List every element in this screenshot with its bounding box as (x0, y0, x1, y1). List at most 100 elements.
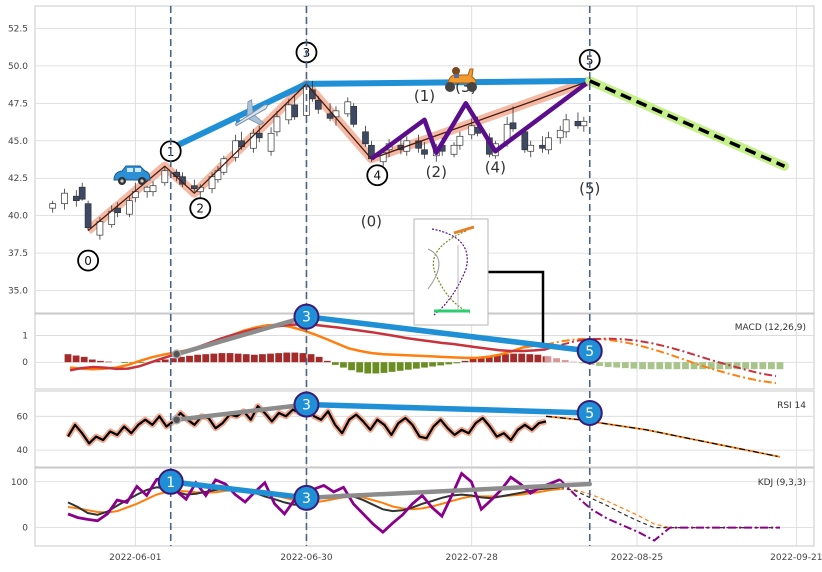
macd-projected-bar (578, 362, 586, 364)
macd-histogram-bar (388, 362, 396, 372)
kdj-divergence-marker (157, 468, 184, 495)
macd-histogram-bar (202, 354, 210, 363)
kdj-trend-line (304, 481, 592, 501)
candle-body (273, 116, 281, 133)
macd-label: MACD (12,26,9) (735, 323, 806, 333)
macd-projected-bar (613, 362, 621, 368)
macd-projected-bar (639, 362, 646, 370)
price-tick-label: 40.0 (8, 212, 28, 222)
macd-histogram-bar (315, 356, 323, 363)
candle-body (78, 186, 86, 200)
axis-ticks: 35.037.540.042.545.047.550.052.501406001… (8, 24, 822, 563)
macd-histogram-bar (218, 353, 226, 363)
macd-projected-bar (690, 362, 698, 370)
candle-body (72, 195, 80, 202)
kdj-divergence-line (167, 479, 310, 501)
macd-histogram-bar (380, 362, 388, 373)
macd-histogram-bar (105, 361, 112, 363)
macd-histogram-bar (242, 354, 250, 363)
candle-body (580, 120, 588, 127)
dashed-vertical-lines (169, 6, 591, 546)
candle-body (267, 132, 275, 152)
price-tick-label: 50.0 (8, 62, 28, 72)
rsi-trend-start-dot (171, 414, 182, 425)
macd-projected-bar (647, 362, 655, 370)
macd-projected-bar (604, 362, 612, 368)
candle-body (255, 132, 263, 139)
projection-line (589, 79, 786, 168)
macd-histogram-bar (307, 354, 315, 363)
macd-histogram-bar (169, 358, 177, 363)
wave-label-circle (189, 197, 212, 220)
macd-histogram-bar (80, 356, 88, 363)
rsi-trend-line (174, 402, 309, 422)
macd-histogram-bar (404, 362, 412, 370)
rsi-panel (34, 390, 815, 468)
macd-histogram-bar (299, 353, 307, 363)
macd-histogram-bar (502, 354, 509, 363)
sub-wave-line (370, 79, 592, 161)
date-tick-label: 2022-06-30 (280, 553, 333, 563)
macd-histogram-bar (88, 359, 96, 363)
macd-signal-line (69, 323, 547, 371)
macd-histogram-bar (534, 354, 542, 363)
candle-body (545, 137, 552, 151)
macd-histogram-bar (121, 362, 129, 364)
wave-label: 4 (373, 169, 381, 183)
macd-histogram-bar (421, 362, 428, 368)
rsi-tick-label: 40 (17, 446, 29, 456)
macd-histogram-bar (356, 362, 364, 373)
macd-projected-bar (742, 362, 750, 370)
candle-body (143, 186, 151, 193)
candle-body (509, 122, 517, 130)
macd-histogram-bar (331, 362, 339, 365)
macd-projected-bar (630, 362, 638, 369)
price-tick-label: 52.5 (8, 24, 28, 34)
wave-inset-icon (413, 218, 489, 326)
rsi-divergence-line (303, 401, 593, 416)
macd-histogram-bar (186, 355, 193, 363)
candle-body (161, 170, 169, 184)
macd-projected-bar (716, 362, 724, 370)
candle-body (556, 129, 564, 139)
macd-histogram-bar (469, 359, 477, 363)
price-tick-label: 37.5 (8, 249, 28, 259)
macd-histogram-bar (153, 360, 161, 363)
rsi-divergence-marker (576, 399, 603, 426)
candle-body (96, 221, 104, 236)
macd-histogram-bar (250, 354, 258, 363)
macd-histogram-bar (194, 354, 202, 363)
candle-body (562, 119, 570, 133)
macd-histogram-bar (178, 356, 185, 363)
macd-divergence-label: 5 (585, 344, 594, 360)
candle-body (344, 101, 352, 115)
macd-projected-bar (656, 362, 664, 370)
macd-projected-bar (768, 362, 775, 370)
macd-projected-bar (596, 362, 603, 366)
macd-histogram-bar (340, 362, 347, 368)
date-tick-label: 2022-08-25 (611, 553, 663, 563)
macd-tick-label: 1 (22, 331, 28, 341)
kdj-k-projection (559, 486, 780, 529)
wave-label-circle (578, 49, 601, 71)
candle-body (232, 140, 240, 158)
macd-histogram-bar (412, 362, 420, 369)
candle-body (421, 149, 428, 155)
candle-body (149, 185, 157, 193)
macd-projected-bar (750, 362, 758, 370)
sub-wave-label: (0) (361, 213, 382, 231)
macd-trend-start-dot (171, 349, 182, 359)
macd-histogram-bar (494, 354, 501, 363)
price-tick-label: 42.5 (8, 174, 28, 184)
macd-histogram-bar (396, 362, 404, 371)
macd-histogram-bar (72, 355, 80, 363)
macd-histogram-bar (477, 357, 485, 363)
inset-connector-line (488, 270, 545, 344)
candle-body (527, 144, 535, 152)
macd-divergence-line (303, 313, 593, 354)
date-tick-label: 2022-09-21 (770, 553, 822, 563)
candle-body (285, 104, 293, 121)
scooter-icon (445, 67, 477, 92)
candle-body (450, 144, 458, 155)
